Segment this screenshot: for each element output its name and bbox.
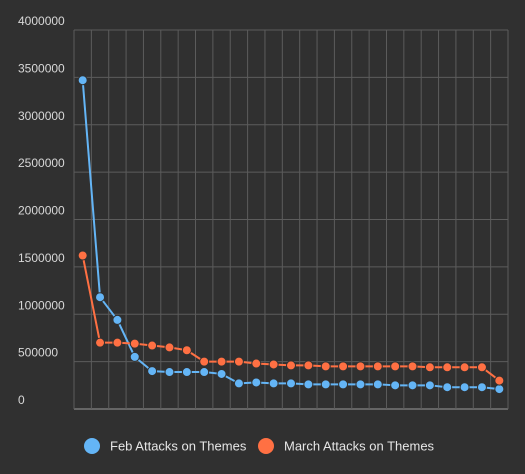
data-point[interactable] <box>303 360 314 371</box>
legend-item[interactable]: Feb Attacks on Themes <box>84 438 247 454</box>
y-tick-label: 4000000 <box>18 14 65 28</box>
data-point[interactable] <box>424 380 435 391</box>
data-point[interactable] <box>216 368 227 379</box>
y-tick-label: 0 <box>18 393 25 407</box>
legend-marker <box>84 438 100 454</box>
data-point[interactable] <box>268 378 279 389</box>
data-point[interactable] <box>77 250 88 261</box>
data-point[interactable] <box>251 377 262 388</box>
data-point[interactable] <box>372 361 383 372</box>
series-1 <box>77 75 505 395</box>
data-point[interactable] <box>303 379 314 390</box>
y-tick-label: 3500000 <box>18 61 65 75</box>
data-point[interactable] <box>268 359 279 370</box>
data-point[interactable] <box>338 361 349 372</box>
data-point[interactable] <box>407 361 418 372</box>
data-point[interactable] <box>286 378 296 389</box>
data-point[interactable] <box>355 379 366 390</box>
y-tick-label: 2000000 <box>18 204 65 218</box>
data-point[interactable] <box>251 358 262 369</box>
data-point[interactable] <box>216 356 227 367</box>
data-point[interactable] <box>164 342 175 353</box>
data-point[interactable] <box>494 375 505 386</box>
data-point[interactable] <box>233 378 244 389</box>
y-tick-label: 3000000 <box>18 109 65 123</box>
data-point[interactable] <box>442 362 453 373</box>
grid <box>73 29 509 410</box>
series-line <box>81 80 500 391</box>
data-point[interactable] <box>112 314 123 325</box>
y-tick-label: 1500000 <box>18 251 65 265</box>
data-point[interactable] <box>233 356 244 367</box>
data-point[interactable] <box>390 361 401 372</box>
data-point[interactable] <box>147 340 158 351</box>
data-point[interactable] <box>129 351 140 362</box>
data-point[interactable] <box>372 379 383 390</box>
data-point[interactable] <box>320 379 331 390</box>
data-point[interactable] <box>181 345 192 356</box>
y-tick-label: 2500000 <box>18 156 65 170</box>
data-point[interactable] <box>459 382 470 393</box>
data-point[interactable] <box>164 367 175 378</box>
data-point[interactable] <box>112 337 123 348</box>
data-point[interactable] <box>494 384 505 395</box>
data-point[interactable] <box>476 382 487 393</box>
legend-label: Feb Attacks on Themes <box>110 439 247 454</box>
data-point[interactable] <box>95 337 106 348</box>
data-point[interactable] <box>390 380 401 391</box>
series-2 <box>77 250 505 386</box>
data-point[interactable] <box>147 366 158 377</box>
data-point[interactable] <box>95 292 106 303</box>
data-point[interactable] <box>476 362 487 373</box>
data-point[interactable] <box>407 380 418 391</box>
data-point[interactable] <box>442 382 453 393</box>
data-point[interactable] <box>199 356 210 367</box>
data-point[interactable] <box>459 362 470 373</box>
data-point[interactable] <box>338 379 349 390</box>
data-point[interactable] <box>424 362 435 373</box>
data-point[interactable] <box>77 75 88 86</box>
data-point[interactable] <box>129 338 140 349</box>
legend[interactable]: Feb Attacks on Themes March Attacks on Th… <box>84 438 435 454</box>
y-tick-label: 500000 <box>18 346 58 360</box>
series-layer <box>77 75 505 395</box>
y-tick-label: 1000000 <box>18 298 65 312</box>
data-point[interactable] <box>181 367 192 378</box>
data-point[interactable] <box>320 361 331 372</box>
legend-item[interactable]: March Attacks on Themes <box>258 438 435 454</box>
legend-marker <box>258 438 274 454</box>
data-point[interactable] <box>199 367 210 378</box>
legend-label: March Attacks on Themes <box>284 439 435 454</box>
y-axis: 0 500000 1000000 1500000 2000000 2500000 30000… <box>18 14 65 407</box>
data-point[interactable] <box>286 360 296 371</box>
data-point[interactable] <box>355 361 366 372</box>
